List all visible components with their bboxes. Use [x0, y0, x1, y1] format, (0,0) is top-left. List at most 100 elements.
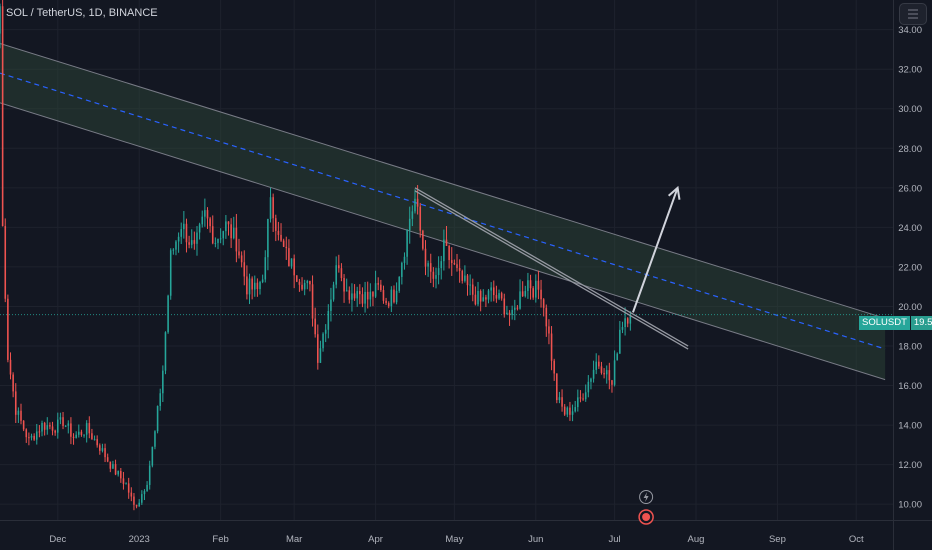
candle	[30, 433, 33, 441]
candle-body	[608, 370, 611, 381]
candle-body	[248, 278, 251, 295]
candle-body	[330, 299, 332, 311]
candle	[248, 273, 251, 305]
candle	[38, 425, 41, 438]
candle	[298, 278, 301, 292]
candle	[290, 258, 293, 269]
candle-body	[193, 240, 196, 244]
candle	[188, 235, 190, 249]
candle-body	[382, 290, 385, 301]
candle-body	[353, 293, 356, 299]
candle	[296, 275, 298, 283]
candle	[500, 291, 503, 301]
candle-body	[345, 290, 348, 292]
candle	[91, 428, 93, 440]
candle-body	[482, 297, 485, 302]
candle	[471, 278, 474, 302]
candle-body	[30, 435, 33, 438]
candle	[443, 229, 445, 271]
candle	[130, 487, 133, 502]
candle-body	[485, 297, 487, 300]
candle	[445, 226, 448, 247]
candle-body	[498, 293, 500, 299]
candle	[605, 365, 608, 384]
candle	[487, 289, 490, 304]
symbol-title[interactable]: SOL / TetherUS, 1D, BINANCE	[6, 7, 158, 19]
candle	[527, 272, 529, 299]
candle	[230, 218, 232, 248]
candle	[393, 285, 395, 304]
candle	[598, 355, 600, 369]
candle	[206, 207, 209, 229]
candle-body	[605, 370, 608, 375]
candle	[14, 383, 17, 423]
y-tick-label: 32.00	[898, 65, 922, 76]
candle-body	[490, 287, 492, 291]
candle-body	[46, 425, 49, 430]
candle	[390, 286, 393, 313]
candle-body	[72, 436, 75, 438]
y-tick-label: 10.00	[898, 500, 922, 511]
candle	[616, 352, 619, 361]
candle-body	[521, 291, 524, 297]
arrow-head	[667, 185, 681, 200]
candle-body	[282, 240, 285, 247]
candle-body	[448, 245, 450, 261]
candle	[135, 504, 138, 509]
candle	[577, 389, 579, 412]
candle-body	[450, 260, 453, 264]
candle	[46, 417, 49, 435]
candle	[35, 423, 38, 445]
grid	[0, 0, 893, 520]
candle-body	[33, 435, 35, 440]
candle	[314, 307, 316, 338]
candle-body	[267, 218, 269, 258]
candle	[167, 294, 169, 334]
candle	[351, 283, 353, 312]
x-tick-label: Dec	[49, 534, 66, 545]
candle	[492, 280, 495, 302]
candle	[251, 276, 253, 300]
candle-body	[83, 434, 85, 436]
candle-body	[592, 369, 595, 379]
candle-body	[127, 483, 130, 493]
chart-menu-button[interactable]	[899, 3, 927, 25]
candle-body	[301, 284, 303, 290]
candle-body	[293, 258, 295, 276]
y-tick-label: 28.00	[898, 144, 922, 155]
candle-body	[348, 290, 351, 300]
candle-body	[28, 437, 30, 439]
candle	[311, 275, 314, 327]
candle-body	[1, 6, 4, 227]
candle-body	[99, 445, 101, 451]
candle-body	[85, 423, 88, 435]
candle-body	[41, 422, 43, 432]
arrow-shaft	[632, 187, 679, 313]
candle-body	[364, 291, 366, 304]
candle	[109, 461, 112, 473]
candle	[387, 301, 390, 309]
candle	[256, 278, 259, 297]
candle	[219, 228, 222, 244]
candle-body	[51, 426, 54, 431]
candle	[164, 331, 167, 375]
candle-body	[535, 280, 537, 298]
candle-body	[230, 224, 232, 239]
candle	[122, 471, 125, 490]
candle	[319, 340, 322, 364]
y-tick-label: 16.00	[898, 381, 922, 392]
candle	[59, 412, 62, 425]
candle-body	[411, 211, 414, 219]
candle	[582, 393, 584, 401]
candle-body	[0, 6, 1, 34]
candle	[72, 433, 75, 445]
candle-body	[274, 218, 277, 231]
candle-body	[548, 326, 550, 334]
candle	[222, 230, 225, 246]
candle	[338, 254, 340, 273]
candle	[395, 282, 398, 305]
candle-body	[424, 248, 427, 267]
candle-body	[492, 287, 495, 296]
candle-body	[571, 411, 574, 415]
